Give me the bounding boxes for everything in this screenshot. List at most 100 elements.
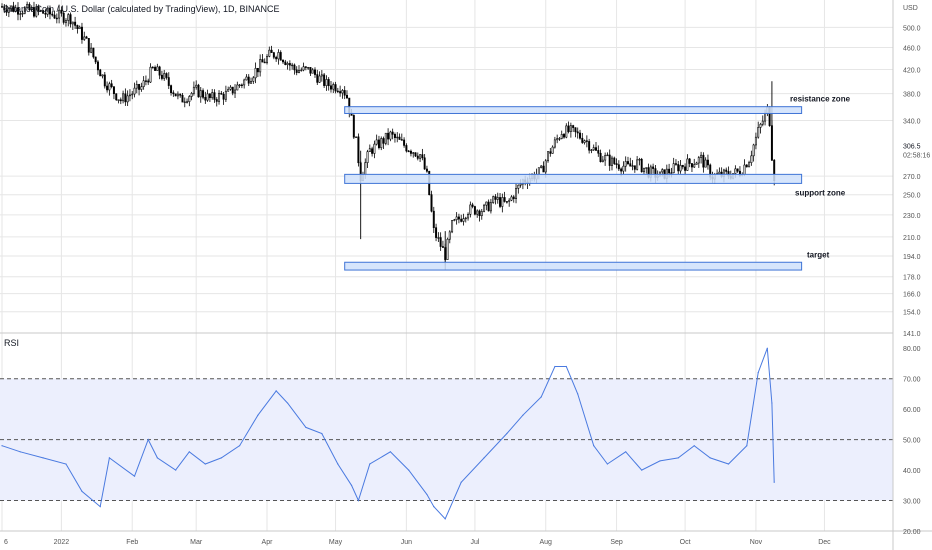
candle-body bbox=[341, 90, 344, 94]
candle-body bbox=[147, 80, 150, 83]
candle-body bbox=[39, 10, 42, 12]
candle-body bbox=[240, 84, 243, 87]
candle-body bbox=[202, 90, 205, 98]
candle-body bbox=[416, 155, 419, 159]
price-tick-label: 250.0 bbox=[903, 193, 921, 200]
candle-body bbox=[163, 73, 166, 79]
candle-body bbox=[626, 161, 629, 164]
candle-body bbox=[195, 84, 198, 88]
candle-body bbox=[112, 86, 115, 95]
candle-body bbox=[448, 231, 451, 240]
time-tick-label: Sep bbox=[610, 539, 623, 546]
candle-body bbox=[12, 5, 15, 12]
candle-body bbox=[563, 134, 566, 138]
candle-body bbox=[181, 94, 184, 103]
candle-body bbox=[684, 166, 687, 171]
zone-rect bbox=[344, 106, 803, 114]
candle-body bbox=[604, 155, 607, 161]
candle-body bbox=[106, 85, 109, 91]
candle-body bbox=[298, 69, 300, 73]
candle-body bbox=[622, 165, 625, 172]
candle-body bbox=[544, 160, 547, 173]
candle-body bbox=[750, 155, 753, 163]
candle-body bbox=[754, 136, 757, 146]
price-tick-label: 154.0 bbox=[903, 310, 921, 317]
candle-body bbox=[124, 93, 127, 103]
candle-body bbox=[375, 139, 378, 145]
rsi-point bbox=[220, 457, 222, 459]
candle-body bbox=[409, 150, 412, 154]
rsi-point bbox=[727, 463, 730, 465]
candle-body bbox=[309, 67, 312, 74]
candle-body bbox=[457, 216, 460, 220]
price-tick-label: 306.5 bbox=[903, 144, 921, 151]
candle-body bbox=[645, 167, 648, 169]
candle-body bbox=[304, 66, 307, 68]
rsi-point bbox=[204, 463, 206, 465]
candle-body bbox=[384, 132, 387, 144]
candle-body bbox=[30, 7, 33, 11]
candle-body bbox=[339, 91, 342, 94]
candle-body bbox=[519, 183, 522, 186]
rsi-point bbox=[540, 396, 542, 398]
candle-body bbox=[579, 132, 581, 139]
price-tick-label: 270.0 bbox=[903, 174, 921, 181]
candle-body bbox=[558, 138, 561, 140]
rsi-point bbox=[625, 451, 627, 453]
rsi-point bbox=[709, 457, 711, 459]
rsi-tick-label: 40.00 bbox=[903, 468, 921, 475]
candle-body bbox=[460, 218, 463, 222]
candle-body bbox=[446, 238, 449, 260]
candle-body bbox=[325, 79, 328, 86]
time-tick-label: Oct bbox=[680, 539, 691, 546]
rsi-point bbox=[286, 402, 289, 404]
rsi-point bbox=[389, 451, 391, 453]
rsi-point bbox=[156, 457, 158, 459]
candle-body bbox=[5, 9, 8, 13]
candle-body bbox=[382, 138, 385, 144]
candle-body bbox=[293, 64, 296, 71]
candle-body bbox=[615, 163, 618, 165]
candle-body bbox=[69, 14, 72, 25]
candle-body bbox=[471, 204, 474, 207]
rsi-tick-label: 20.00 bbox=[903, 529, 921, 536]
time-tick-label: Feb bbox=[126, 539, 138, 546]
candle-body bbox=[345, 94, 348, 99]
candle-body bbox=[403, 139, 406, 146]
rsi-point bbox=[426, 493, 428, 496]
rsi-point bbox=[275, 390, 277, 392]
candle-body bbox=[67, 14, 70, 21]
rsi-point bbox=[337, 463, 339, 465]
candle-body bbox=[204, 97, 207, 101]
candle-body bbox=[693, 164, 696, 168]
candle-body bbox=[311, 69, 314, 74]
price-tick-label: 178.0 bbox=[903, 275, 921, 282]
rsi-tick-label: 30.00 bbox=[903, 499, 921, 506]
price-tick-label: 230.0 bbox=[903, 213, 921, 220]
candle-body bbox=[35, 6, 38, 17]
candle-body bbox=[752, 144, 755, 157]
candle-body bbox=[597, 150, 600, 154]
rsi-point bbox=[99, 506, 101, 508]
candle-body bbox=[407, 150, 410, 153]
candle-body bbox=[485, 201, 488, 206]
candle-body bbox=[380, 138, 383, 149]
candle-body bbox=[624, 161, 627, 167]
candle-body bbox=[238, 84, 241, 87]
candle-body bbox=[542, 165, 545, 173]
candle-body bbox=[467, 213, 470, 219]
candle-body bbox=[23, 7, 26, 14]
candle-body bbox=[188, 96, 191, 103]
candle-body bbox=[483, 204, 486, 212]
rsi-point bbox=[593, 445, 595, 447]
candle-body bbox=[119, 99, 122, 102]
zone-layer: resistance zone support zone target bbox=[344, 95, 851, 271]
candle-body bbox=[620, 168, 623, 172]
candle-body bbox=[373, 143, 376, 154]
candle-body bbox=[186, 101, 189, 103]
candle-body bbox=[128, 94, 131, 97]
time-tick-label: Apr bbox=[262, 539, 274, 546]
candle-body bbox=[37, 6, 40, 11]
candle-body bbox=[688, 158, 691, 164]
